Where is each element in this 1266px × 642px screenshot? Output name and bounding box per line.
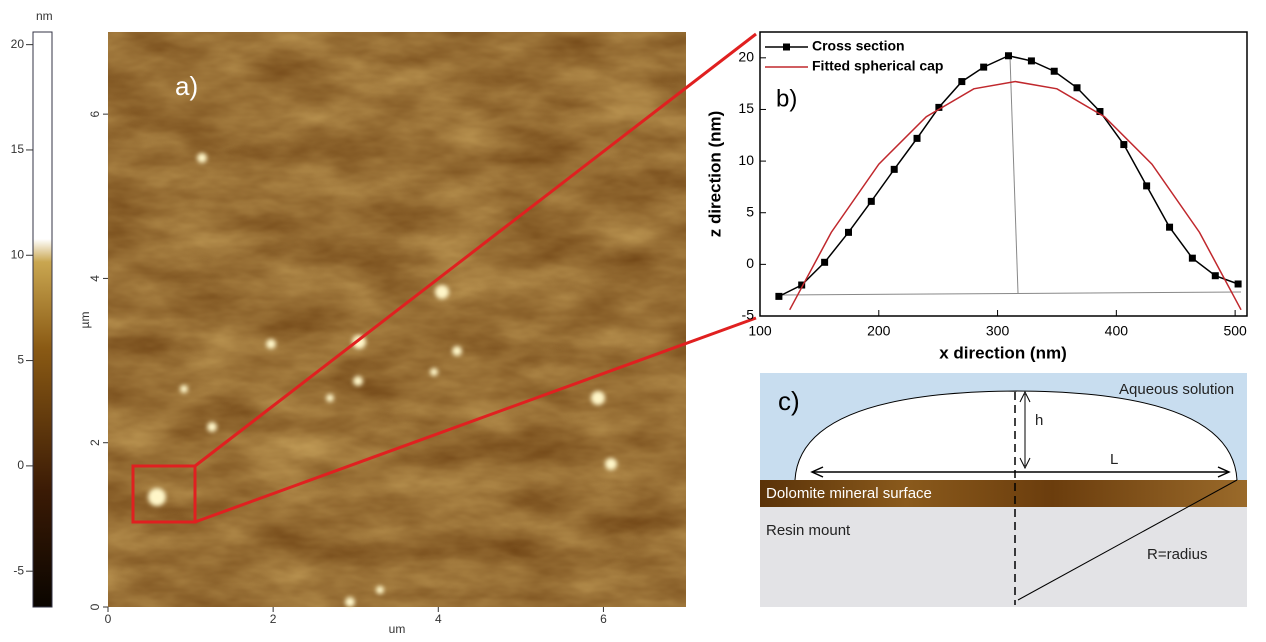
radius-label: R=radius xyxy=(1147,546,1207,563)
point-marker xyxy=(1096,108,1104,116)
y-tick-label: 5 xyxy=(746,203,754,219)
colorbar-tick-label: 0 xyxy=(17,458,24,472)
point-marker xyxy=(798,281,806,289)
x-tick-label: 4 xyxy=(435,612,442,626)
x-axis-title: x direction (nm) xyxy=(939,343,1067,362)
l-label: L xyxy=(1110,451,1118,468)
colorbar-unit: nm xyxy=(36,9,53,23)
zoom-line xyxy=(194,32,757,468)
colorbar-tick-label: -5 xyxy=(13,563,24,577)
y-tick-label: -5 xyxy=(742,307,755,323)
droplet xyxy=(794,390,1238,481)
point-marker xyxy=(1166,223,1174,231)
surface-label: Dolomite mineral surface xyxy=(766,485,932,502)
panel-label: a) xyxy=(175,71,198,101)
colorbar-tick-label: 20 xyxy=(11,37,25,51)
point-marker xyxy=(1073,84,1081,92)
point-marker xyxy=(1120,141,1128,149)
point-marker xyxy=(1004,52,1012,60)
resin-label: Resin mount xyxy=(766,522,851,539)
point-marker xyxy=(1050,67,1058,75)
y-tick-label: 0 xyxy=(88,603,102,610)
y-axis-title: z direction (nm) xyxy=(705,111,724,238)
dolomite-band xyxy=(760,480,1247,507)
x-tick-label: 400 xyxy=(1105,323,1129,339)
point-marker xyxy=(980,63,988,71)
point-marker xyxy=(1143,182,1151,190)
point-marker xyxy=(913,134,921,142)
x-tick-label: 2 xyxy=(270,612,277,626)
panel-label: c) xyxy=(778,386,800,416)
radius-line xyxy=(1017,479,1238,601)
cap-diagram: c) Aqueous solution h L Dolomite mineral… xyxy=(760,373,1247,607)
colorbar-tick-label: 15 xyxy=(11,142,25,156)
l-arrowheads xyxy=(810,466,1231,478)
height-line xyxy=(1009,56,1019,294)
y-tick-label: 2 xyxy=(88,439,102,446)
x-tick-label: 300 xyxy=(986,323,1010,339)
point-marker xyxy=(1027,57,1035,65)
point-marker xyxy=(844,228,852,236)
y-axis-label: µm xyxy=(78,312,92,329)
x-tick-label: 200 xyxy=(867,323,891,339)
y-tick-label: 20 xyxy=(738,49,754,65)
legend-label: Fitted spherical cap xyxy=(812,58,943,74)
colorbar: nm 20 15 10 5 0 -5 xyxy=(11,9,53,608)
y-tick-label: 0 xyxy=(746,255,754,271)
point-marker xyxy=(1188,254,1196,262)
plot-frame xyxy=(759,31,1248,317)
point-marker xyxy=(775,292,783,300)
panel-label: b) xyxy=(776,85,797,112)
colorbar-ticks: 20 15 10 5 0 -5 xyxy=(11,37,33,577)
point-marker xyxy=(935,103,943,111)
afm-texture xyxy=(108,32,686,607)
y-tick-label: 6 xyxy=(88,110,102,117)
legend-marker xyxy=(783,43,790,51)
aqueous-label: Aqueous solution xyxy=(1119,381,1234,398)
resin-region xyxy=(760,507,1247,607)
x-tick-label: 500 xyxy=(1223,323,1247,339)
x-tick-label: 0 xyxy=(105,612,112,626)
y-tick-label: 15 xyxy=(738,100,754,116)
point-marker xyxy=(821,258,829,266)
h-arrowheads xyxy=(1019,390,1031,470)
legend-label: Cross section xyxy=(812,38,905,54)
cross-section-chart: b) x direction (nm) z direction (nm) 100… xyxy=(705,31,1248,362)
point-marker xyxy=(890,165,898,173)
x-tick-label: 100 xyxy=(748,323,772,339)
afm-particles xyxy=(148,153,617,607)
series-line xyxy=(778,54,1239,298)
point-marker xyxy=(1211,272,1219,280)
point-marker xyxy=(1234,280,1242,288)
zoom-line xyxy=(194,316,757,524)
afm-ticks: 0 2 4 6 0 2 4 6 xyxy=(88,110,607,626)
series-line xyxy=(789,80,1242,311)
x-tick-label: 6 xyxy=(600,612,607,626)
point-marker xyxy=(958,78,966,86)
colorbar-gradient xyxy=(32,31,53,608)
x-axis-label: um xyxy=(389,622,406,636)
baseline xyxy=(778,291,1242,296)
afm-panel: a) um µm 0 2 4 6 0 2 4 6 xyxy=(78,32,757,636)
y-tick-label: 4 xyxy=(88,275,102,282)
point-marker xyxy=(867,197,875,205)
h-label: h xyxy=(1035,412,1043,429)
y-tick-label: 10 xyxy=(738,152,754,168)
zoom-box xyxy=(131,464,197,524)
colorbar-tick-label: 5 xyxy=(17,353,24,367)
colorbar-tick-label: 10 xyxy=(11,247,25,261)
